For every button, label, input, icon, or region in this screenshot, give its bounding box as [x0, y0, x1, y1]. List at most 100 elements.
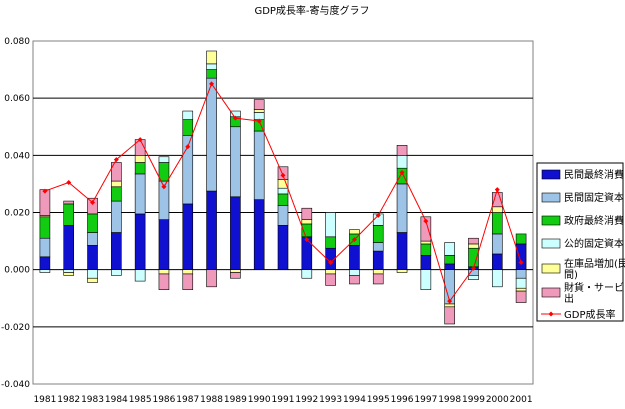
- legend-label: GDP成長率: [564, 308, 615, 321]
- bar-segment: [301, 207, 313, 220]
- legend-label: 民間固定資本: [564, 191, 624, 204]
- bar-segment: [515, 277, 527, 289]
- legend-label: 在庫品増加(民間): [564, 257, 625, 281]
- bar-segment: [491, 269, 503, 288]
- bar-segment: [134, 269, 146, 282]
- y-tick-label: 0.080: [4, 37, 30, 47]
- gdp-point: [90, 199, 96, 205]
- bar-segment: [134, 213, 146, 270]
- chart-title: GDP成長率-寄与度グラフ: [254, 4, 369, 17]
- axis-layer: 0.0800.0600.0400.0200.000-0.020-0.040198…: [1, 37, 533, 405]
- bar-segment: [230, 272, 241, 279]
- y-tick-label: -0.040: [1, 380, 30, 390]
- legend-swatch: [541, 215, 561, 226]
- bar-segment: [87, 269, 98, 279]
- bar-segment: [158, 219, 170, 270]
- legend-swatch: [541, 287, 561, 298]
- bar-segment: [515, 287, 527, 292]
- gdp-point: [185, 144, 191, 150]
- gdp-point: [518, 260, 524, 266]
- y-tick-label: 0.040: [4, 151, 30, 161]
- legend-swatch: [541, 238, 561, 249]
- bar-segment: [349, 275, 360, 285]
- legend-swatch: [541, 192, 561, 203]
- x-tick-label: 1995: [367, 395, 390, 405]
- gdp-point: [66, 179, 72, 185]
- gdp-point: [232, 115, 238, 121]
- bar-segment: [39, 256, 51, 270]
- bar-segment: [277, 187, 289, 195]
- x-tick-label: 2001: [510, 395, 533, 405]
- gdp-point: [304, 237, 310, 243]
- bar-segment: [491, 192, 503, 208]
- bar-segment: [372, 225, 384, 243]
- x-tick-label: 1985: [129, 395, 152, 405]
- y-tick-label: 0.000: [4, 266, 30, 276]
- bar-segment: [158, 162, 170, 182]
- bar-segment: [206, 50, 217, 65]
- bar-segment: [515, 243, 527, 270]
- bar-segment: [39, 216, 51, 239]
- bar-segment: [253, 99, 265, 110]
- bar-segment: [253, 112, 265, 120]
- bar-segment: [396, 269, 408, 273]
- bar-segment: [182, 110, 194, 120]
- gdp-point: [137, 137, 143, 143]
- x-tick-label: 1987: [176, 395, 199, 405]
- bar-segment: [111, 232, 122, 270]
- bar-segment: [182, 273, 194, 290]
- bar-segment: [134, 155, 146, 163]
- gdp-point: [375, 212, 381, 218]
- gdp-point: [113, 157, 119, 163]
- bar-segment: [111, 162, 122, 182]
- bar-segment: [277, 193, 289, 206]
- x-tick-label: 1992: [295, 395, 318, 405]
- x-tick-label: 1998: [438, 395, 461, 405]
- bar-segment: [325, 273, 336, 286]
- bar-segment: [39, 269, 51, 273]
- bar-segment: [253, 199, 265, 270]
- bar-segment: [372, 269, 384, 275]
- bar-segment: [444, 242, 455, 256]
- bar-segment: [134, 162, 146, 175]
- bar-segment: [39, 237, 51, 258]
- bar-segment: [444, 303, 455, 308]
- bar-segment: [396, 155, 408, 169]
- x-tick-label: 1988: [200, 395, 223, 405]
- x-tick-label: 2000: [486, 395, 509, 405]
- bar-segment: [515, 269, 527, 279]
- bar-segment: [468, 237, 479, 245]
- bar-segment: [87, 245, 98, 270]
- bar-segment: [444, 255, 455, 265]
- legend-label: 財貨・サービス輸出: [564, 281, 625, 305]
- x-tick-label: 1984: [105, 395, 128, 405]
- bar-segment: [468, 275, 479, 280]
- x-tick-label: 1991: [272, 395, 295, 405]
- bar-segment: [515, 233, 527, 245]
- bar-segment: [277, 205, 289, 226]
- bar-segment: [206, 77, 217, 192]
- bar-segment: [420, 269, 432, 290]
- gdp-point: [209, 81, 215, 87]
- bar-segment: [444, 263, 455, 270]
- bar-segment: [515, 290, 527, 303]
- bar-segment: [372, 273, 384, 285]
- bar-segment: [87, 277, 98, 283]
- legend-label: 民間最終消費: [564, 168, 624, 181]
- bar-segment: [230, 196, 241, 270]
- bar-segment: [301, 219, 313, 225]
- bar-segment: [206, 63, 217, 70]
- gdp-point: [328, 260, 334, 266]
- bar-segment: [325, 236, 336, 249]
- legend-marker: [548, 311, 554, 317]
- bar-segment: [87, 232, 98, 246]
- gdp-point: [470, 265, 476, 271]
- gdp-point: [351, 237, 357, 243]
- x-tick-label: 1982: [57, 395, 80, 405]
- bar-segment: [111, 180, 122, 188]
- gdp-point: [447, 298, 453, 304]
- bar-segment: [206, 190, 217, 270]
- bar-segment: [396, 183, 408, 233]
- bar-segment: [491, 253, 503, 270]
- y-tick-label: 0.020: [4, 209, 30, 219]
